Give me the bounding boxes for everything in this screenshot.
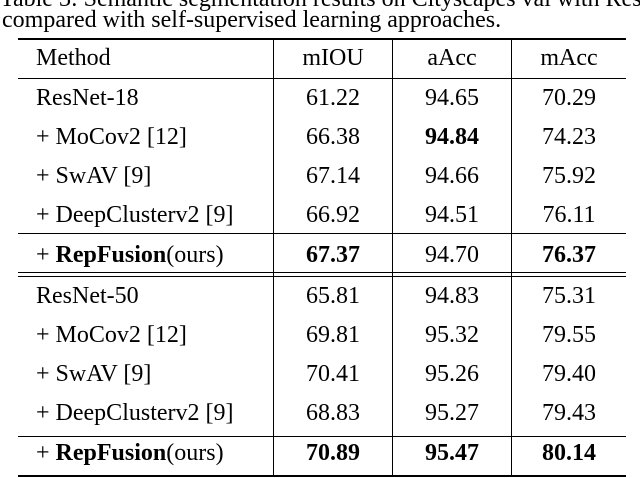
method-prefix: + xyxy=(36,400,56,426)
table-caption-line-2: compared with self-supervised learning a… xyxy=(2,7,502,33)
table-row: + SwAV [9] 70.41 95.26 79.40 xyxy=(18,355,626,394)
header-rule xyxy=(18,78,626,79)
ours-rule-1 xyxy=(18,233,626,234)
method-name-bold: RepFusion xyxy=(55,440,167,466)
aacc-cell: 94.70 xyxy=(425,242,479,268)
method-name: MoCov2 [12] xyxy=(55,322,187,348)
ours-rule-2 xyxy=(18,436,626,437)
method-cell: + RepFusion(ours) xyxy=(36,434,224,473)
method-prefix: + xyxy=(36,322,56,348)
method-suffix: (ours) xyxy=(166,440,224,466)
header-method: Method xyxy=(36,45,111,71)
miou-cell: 61.22 xyxy=(306,85,360,111)
miou-cell: 66.92 xyxy=(306,202,360,228)
macc-cell: 75.92 xyxy=(542,163,596,189)
header-macc: mAcc xyxy=(540,45,598,71)
miou-cell: 68.83 xyxy=(306,400,360,426)
method-cell: + MoCov2 [12] xyxy=(36,118,187,157)
miou-cell: 66.38 xyxy=(306,124,360,150)
macc-cell: 79.40 xyxy=(542,361,596,387)
miou-cell: 65.81 xyxy=(306,283,360,309)
aacc-cell: 94.51 xyxy=(425,202,479,228)
method-cell: ResNet-18 xyxy=(36,79,139,118)
method-cell: + SwAV [9] xyxy=(36,355,151,394)
aacc-cell: 94.84 xyxy=(425,124,479,150)
aacc-cell: 95.26 xyxy=(425,361,479,387)
method-cell: + DeepClusterv2 [9] xyxy=(36,196,234,235)
table-row: + RepFusion(ours) 67.37 94.70 76.37 xyxy=(18,236,626,275)
table-row: + DeepClusterv2 [9] 68.83 95.27 79.43 xyxy=(18,394,626,433)
aacc-cell: 94.83 xyxy=(425,283,479,309)
method-name: SwAV [9] xyxy=(55,163,152,189)
macc-cell: 75.31 xyxy=(542,283,596,309)
method-prefix: + xyxy=(36,163,56,189)
table-row: + SwAV [9] 67.14 94.66 75.92 xyxy=(18,157,626,196)
method-cell: ResNet-50 xyxy=(36,277,139,316)
macc-cell: 80.14 xyxy=(542,440,596,466)
miou-cell: 69.81 xyxy=(306,322,360,348)
macc-cell: 79.55 xyxy=(542,322,596,348)
column-divider-1 xyxy=(273,39,274,476)
aacc-cell: 95.27 xyxy=(425,400,479,426)
method-prefix: + xyxy=(36,202,56,228)
method-suffix: (ours) xyxy=(166,242,224,268)
table-row: + MoCov2 [12] 66.38 94.84 74.23 xyxy=(18,118,626,157)
miou-cell: 67.37 xyxy=(306,242,360,268)
column-divider-3 xyxy=(511,39,512,476)
table-caption-line-1: Table 3: Semantic segmentation results o… xyxy=(0,0,640,13)
method-name: DeepClusterv2 [9] xyxy=(55,400,234,426)
table-row: ResNet-50 65.81 94.83 75.31 xyxy=(18,277,626,316)
macc-cell: 74.23 xyxy=(542,124,596,150)
table-row: + MoCov2 [12] 69.81 95.32 79.55 xyxy=(18,316,626,355)
method-cell: + MoCov2 [12] xyxy=(36,316,187,355)
table-header-row: Method mIOU aAcc mAcc xyxy=(18,39,626,78)
method-prefix: + xyxy=(36,124,56,150)
method-cell: + SwAV [9] xyxy=(36,157,151,196)
method-prefix: + xyxy=(36,242,56,268)
method-name: ResNet-18 xyxy=(36,85,139,111)
aacc-cell: 94.66 xyxy=(425,163,479,189)
table-top-rule xyxy=(18,38,626,40)
macc-cell: 76.37 xyxy=(542,242,596,268)
header-miou: mIOU xyxy=(302,45,364,71)
macc-cell: 79.43 xyxy=(542,400,596,426)
macc-cell: 70.29 xyxy=(542,85,596,111)
table-row: + DeepClusterv2 [9] 66.92 94.51 76.11 xyxy=(18,196,626,235)
aacc-cell: 95.47 xyxy=(425,440,479,466)
method-cell: + RepFusion(ours) xyxy=(36,236,224,275)
miou-cell: 70.89 xyxy=(306,440,360,466)
header-aacc: aAcc xyxy=(427,45,477,71)
table-row: ResNet-18 61.22 94.65 70.29 xyxy=(18,79,626,118)
method-prefix: + xyxy=(36,440,56,466)
miou-cell: 67.14 xyxy=(306,163,360,189)
column-divider-2 xyxy=(392,39,393,476)
aacc-cell: 94.65 xyxy=(425,85,479,111)
table-bottom-rule xyxy=(18,475,626,477)
method-name: SwAV [9] xyxy=(55,361,152,387)
aacc-cell: 95.32 xyxy=(425,322,479,348)
group-divider-rule-a xyxy=(18,272,626,273)
method-name-bold: RepFusion xyxy=(55,242,167,268)
macc-cell: 76.11 xyxy=(542,202,596,228)
table-row: + RepFusion(ours) 70.89 95.47 80.14 xyxy=(18,434,626,473)
method-name: MoCov2 [12] xyxy=(55,124,187,150)
method-cell: + DeepClusterv2 [9] xyxy=(36,394,234,433)
method-prefix: + xyxy=(36,361,56,387)
group-divider-rule-b xyxy=(18,276,626,277)
miou-cell: 70.41 xyxy=(306,361,360,387)
method-name: DeepClusterv2 [9] xyxy=(55,202,234,228)
method-name: ResNet-50 xyxy=(36,283,139,309)
